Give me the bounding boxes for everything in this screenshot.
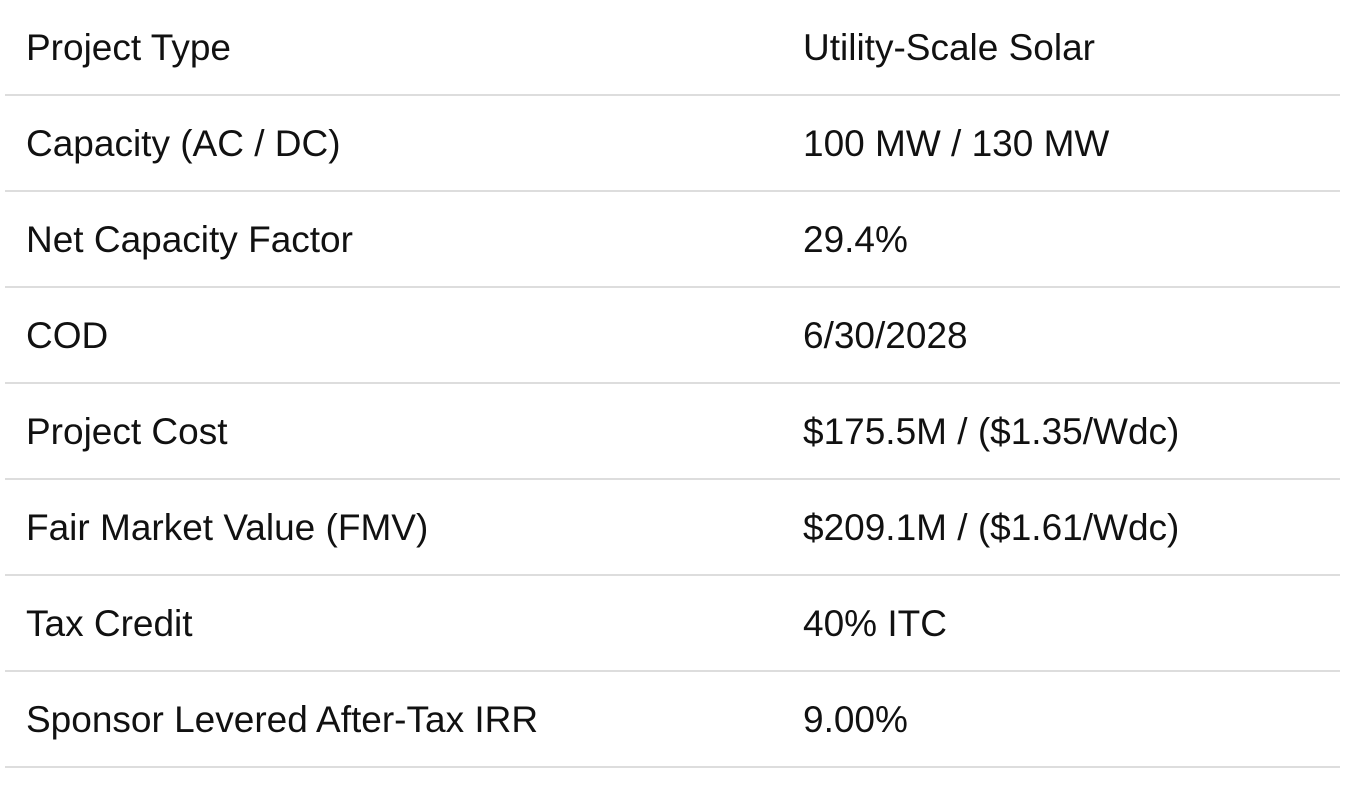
row-label: COD — [26, 314, 109, 356]
table-row-capacity: Capacity (AC / DC) 100 MW / 130 MW — [5, 96, 1340, 192]
row-value: 6/30/2028 — [803, 314, 968, 356]
row-value: 29.4% — [803, 218, 908, 260]
table-row-sponsor-irr: Sponsor Levered After-Tax IRR 9.00% — [5, 672, 1340, 768]
row-value: 100 MW / 130 MW — [803, 122, 1110, 164]
row-label: Tax Credit — [26, 602, 193, 644]
table-row-fmv: Fair Market Value (FMV) $209.1M / ($1.61… — [5, 480, 1340, 576]
row-value: 40% ITC — [803, 602, 947, 644]
row-value: Utility-Scale Solar — [803, 26, 1095, 68]
table-row-project-type: Project Type Utility-Scale Solar — [5, 0, 1340, 96]
row-value: $175.5M / ($1.35/Wdc) — [803, 410, 1180, 452]
table-row-tax-credit: Tax Credit 40% ITC — [5, 576, 1340, 672]
row-label: Capacity (AC / DC) — [26, 122, 341, 164]
table-row-cod: COD 6/30/2028 — [5, 288, 1340, 384]
table-row-net-capacity-factor: Net Capacity Factor 29.4% — [5, 192, 1340, 288]
row-label: Net Capacity Factor — [26, 218, 353, 260]
row-value: 9.00% — [803, 698, 908, 740]
row-value: $209.1M / ($1.61/Wdc) — [803, 506, 1180, 548]
row-label: Project Cost — [26, 410, 228, 452]
project-summary-table: Project Type Utility-Scale Solar Capacit… — [5, 0, 1340, 768]
row-label: Project Type — [26, 26, 231, 68]
table-row-project-cost: Project Cost $175.5M / ($1.35/Wdc) — [5, 384, 1340, 480]
row-label: Sponsor Levered After-Tax IRR — [26, 698, 539, 740]
row-label: Fair Market Value (FMV) — [26, 506, 429, 548]
